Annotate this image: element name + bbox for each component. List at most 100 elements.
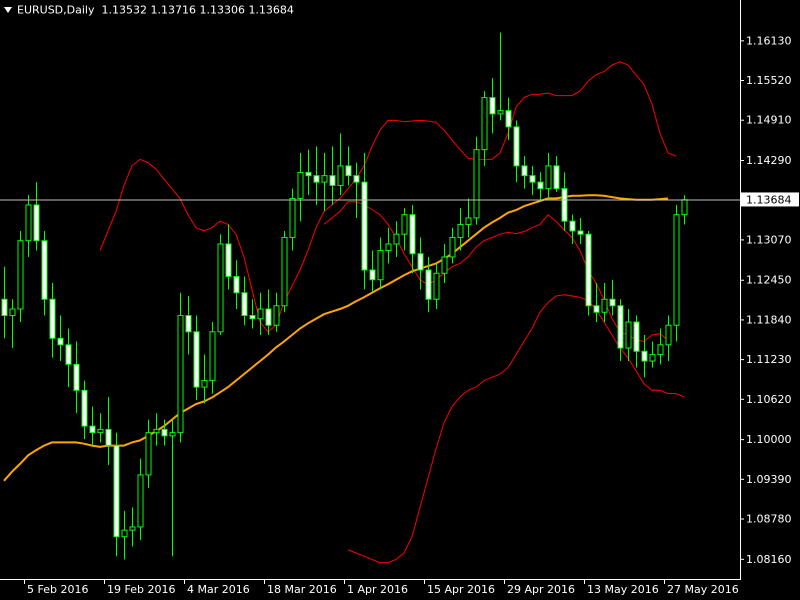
bull-candle-body [273, 305, 280, 326]
bear-candle-body [553, 165, 560, 190]
chart-header: EURUSD,Daily 1.13532 1.13716 1.13306 1.1… [4, 3, 294, 17]
x-tick-label: 13 May 2016 [587, 583, 659, 596]
candle [297, 152, 304, 222]
candle [153, 413, 160, 446]
bear-candle-body [369, 269, 376, 281]
candle [313, 146, 320, 205]
candle [513, 120, 520, 183]
candle [113, 432, 120, 557]
candle [585, 230, 592, 316]
bull-candle-body [209, 331, 216, 382]
current-price-label: 1.13684 [746, 193, 792, 206]
bear-candle-body [361, 181, 368, 271]
y-tick-label: 1.09390 [746, 473, 792, 486]
candle [433, 263, 440, 310]
bear-candle-body [345, 165, 352, 177]
candle [529, 165, 536, 196]
candle [337, 133, 344, 196]
bear-candle-body [585, 233, 592, 307]
bull-candle-body [665, 324, 672, 346]
candle [497, 32, 504, 121]
bear-candle-body [513, 126, 520, 167]
bear-candle-body [537, 181, 544, 190]
x-tick-label: 1 Apr 2016 [347, 583, 408, 596]
bull-candle-body [473, 149, 480, 219]
bear-candle-body [89, 425, 96, 434]
candle [209, 322, 216, 394]
candle [609, 279, 616, 316]
candle [593, 282, 600, 323]
candle [97, 413, 104, 443]
candle [409, 204, 416, 274]
bull-candle-body [121, 529, 128, 538]
bull-candle-body [145, 432, 152, 476]
triangle-down-icon[interactable] [4, 7, 12, 13]
bull-candle-body [441, 256, 448, 274]
y-tick-label: 1.10000 [746, 433, 792, 446]
candle [329, 146, 336, 205]
candle [465, 198, 472, 238]
candle [33, 182, 40, 251]
candle [505, 97, 512, 140]
bull-candle-body [257, 308, 264, 320]
bull-candle-body [217, 243, 224, 333]
candle [169, 419, 176, 557]
candle [361, 152, 368, 290]
candle [105, 396, 112, 466]
bull-candle-body [337, 165, 344, 186]
bear-candle-body [577, 230, 584, 235]
candle [137, 458, 144, 540]
y-tick-label: 1.08160 [746, 553, 792, 566]
candle [377, 237, 384, 290]
bull-candle-body [129, 526, 136, 531]
candle [25, 195, 32, 257]
bull-candle-body [449, 236, 456, 258]
bull-candle-body [289, 197, 296, 238]
x-tick-label: 18 Mar 2016 [267, 583, 337, 596]
bear-candle-body [225, 243, 232, 277]
symbol-label: EURUSD,Daily [17, 3, 95, 17]
bear-candle-body [33, 204, 40, 242]
bear-candle-body [49, 298, 56, 339]
bull-candle-body [297, 171, 304, 199]
bear-candle-body [185, 315, 192, 333]
bull-candle-body [393, 233, 400, 245]
bear-candle-body [81, 389, 88, 427]
bear-candle-body [1, 298, 8, 317]
bear-candle-body [505, 110, 512, 128]
candle [521, 156, 528, 189]
candle [657, 328, 664, 365]
bear-candle-body [113, 445, 120, 538]
bollinger-middle-line [323, 201, 669, 343]
bear-candle-body [561, 188, 568, 222]
candle [241, 276, 248, 326]
candle [633, 315, 640, 368]
candle [369, 250, 376, 293]
candle [441, 243, 448, 283]
bull-candle-body [377, 249, 384, 281]
candle [145, 419, 152, 488]
bull-candle-body [281, 236, 288, 307]
time-axis: 5 Feb 2016 19 Feb 2016 4 Mar 2016 18 Mar 20… [24, 580, 739, 596]
x-tick-label: 19 Feb 2016 [107, 583, 175, 596]
bear-candle-body [633, 321, 640, 352]
y-tick-label: 1.11840 [746, 313, 792, 326]
candle [17, 230, 24, 323]
bull-candle-body [497, 110, 504, 115]
candle [553, 156, 560, 192]
bull-candle-body [481, 97, 488, 151]
bear-candle-body [161, 428, 168, 437]
candle [81, 380, 88, 440]
candle [449, 227, 456, 264]
bear-candle-body [305, 171, 312, 177]
bear-candle-body [417, 253, 424, 271]
candle [601, 282, 608, 323]
candle [217, 234, 224, 336]
candles [1, 32, 688, 560]
bear-candle-body [609, 298, 616, 307]
candle [273, 292, 280, 332]
bear-candle-body [105, 428, 112, 447]
bear-candle-body [489, 97, 496, 115]
candle [185, 296, 192, 355]
